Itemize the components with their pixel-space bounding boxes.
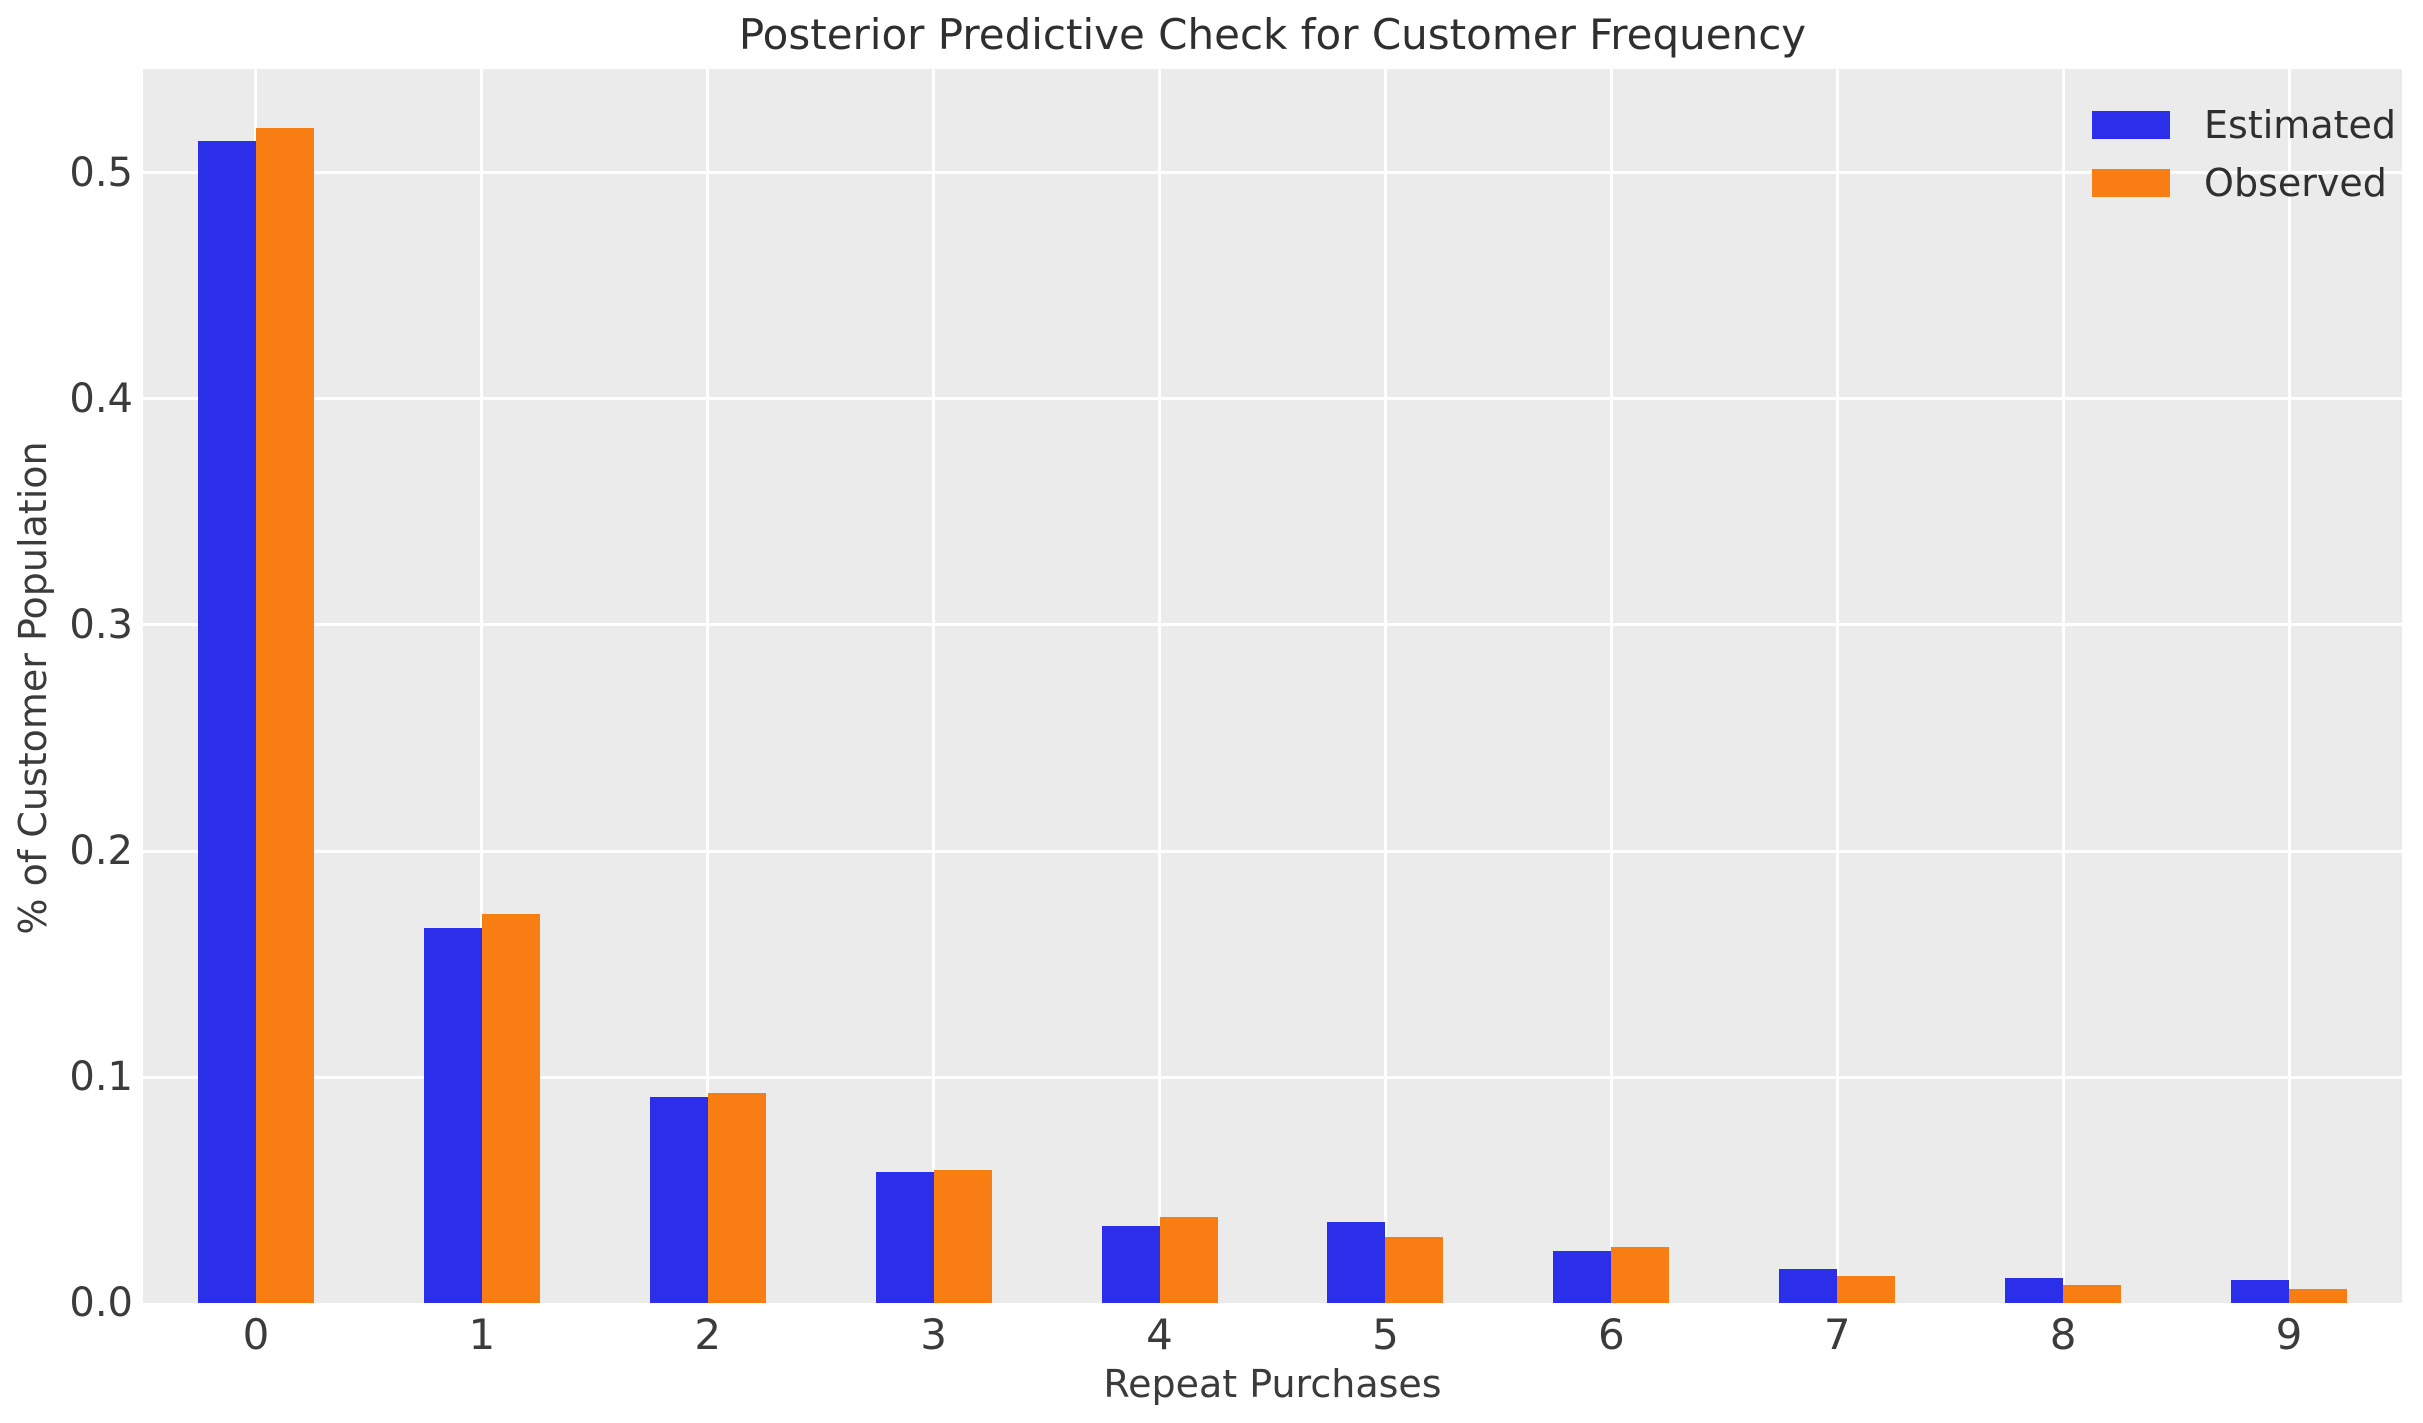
x-tick-label: 7: [1823, 1310, 1851, 1359]
bar-observed-0: [255, 127, 314, 1303]
bar-observed-3: [933, 1169, 992, 1303]
gridline-vertical: [932, 69, 936, 1303]
legend-item-observed: Observed: [2092, 161, 2396, 205]
x-tick-label: 6: [1597, 1310, 1625, 1359]
gridline-vertical: [2287, 69, 2291, 1303]
bar-observed-4: [1159, 1217, 1218, 1303]
bar-estimated-5: [1327, 1221, 1386, 1303]
bar-estimated-1: [423, 927, 482, 1303]
gridline-vertical: [1609, 69, 1613, 1303]
legend-label: Estimated: [2204, 103, 2396, 147]
bar-observed-6: [1611, 1246, 1670, 1303]
y-tick-label: 0.1: [69, 1053, 133, 1100]
x-tick-label: 3: [920, 1310, 947, 1359]
legend-swatch-observed: [2092, 169, 2171, 197]
x-tick-label: 9: [2275, 1310, 2303, 1359]
legend: Estimated Observed: [2092, 103, 2396, 205]
gridline-horizontal: [143, 397, 2402, 401]
gridline-vertical: [706, 69, 710, 1303]
x-tick-label: 4: [1146, 1310, 1173, 1359]
gridline-vertical: [2061, 69, 2065, 1303]
bar-estimated-7: [1779, 1269, 1838, 1303]
bar-observed-7: [1837, 1275, 1896, 1303]
gridline-vertical: [1383, 69, 1387, 1303]
gridline-horizontal: [143, 1075, 2402, 1079]
bar-estimated-3: [875, 1171, 934, 1303]
gridline-horizontal: [143, 623, 2402, 627]
y-tick-label: 0.3: [69, 601, 133, 648]
bar-observed-9: [2289, 1289, 2348, 1303]
bar-estimated-9: [2231, 1280, 2290, 1303]
x-axis-label: Repeat Purchases: [1103, 1362, 1442, 1406]
x-tick-label: 0: [242, 1310, 270, 1359]
gridline-vertical: [1835, 69, 1839, 1303]
y-tick-label: 0.5: [69, 149, 133, 196]
bar-observed-2: [707, 1092, 766, 1303]
y-tick-label: 0.0: [69, 1280, 133, 1326]
plot-area: Estimated Observed: [143, 69, 2402, 1303]
chart-title: Posterior Predictive Check for Customer …: [738, 10, 1807, 59]
x-tick-label: 2: [694, 1310, 722, 1359]
gridline-vertical: [480, 69, 484, 1303]
y-axis-label: % of Customer Population: [11, 441, 55, 935]
bar-observed-1: [481, 914, 540, 1303]
gridline-horizontal: [143, 849, 2402, 853]
bar-estimated-6: [1553, 1251, 1612, 1303]
legend-item-estimated: Estimated: [2092, 103, 2396, 147]
bar-estimated-2: [649, 1097, 708, 1303]
x-tick-label: 8: [2049, 1310, 2077, 1359]
bar-observed-8: [2063, 1284, 2122, 1303]
bar-observed-5: [1385, 1237, 1444, 1303]
legend-swatch-estimated: [2092, 111, 2171, 139]
legend-label: Observed: [2204, 161, 2387, 205]
bar-estimated-4: [1101, 1226, 1160, 1303]
bar-estimated-0: [197, 141, 256, 1303]
y-tick-label: 0.4: [69, 375, 133, 422]
gridline-vertical: [1158, 69, 1162, 1303]
x-tick-label: 5: [1372, 1310, 1399, 1359]
bar-estimated-8: [2005, 1278, 2064, 1303]
x-tick-label: 1: [468, 1310, 496, 1359]
gridline-horizontal: [143, 171, 2402, 175]
y-tick-label: 0.2: [69, 827, 133, 874]
